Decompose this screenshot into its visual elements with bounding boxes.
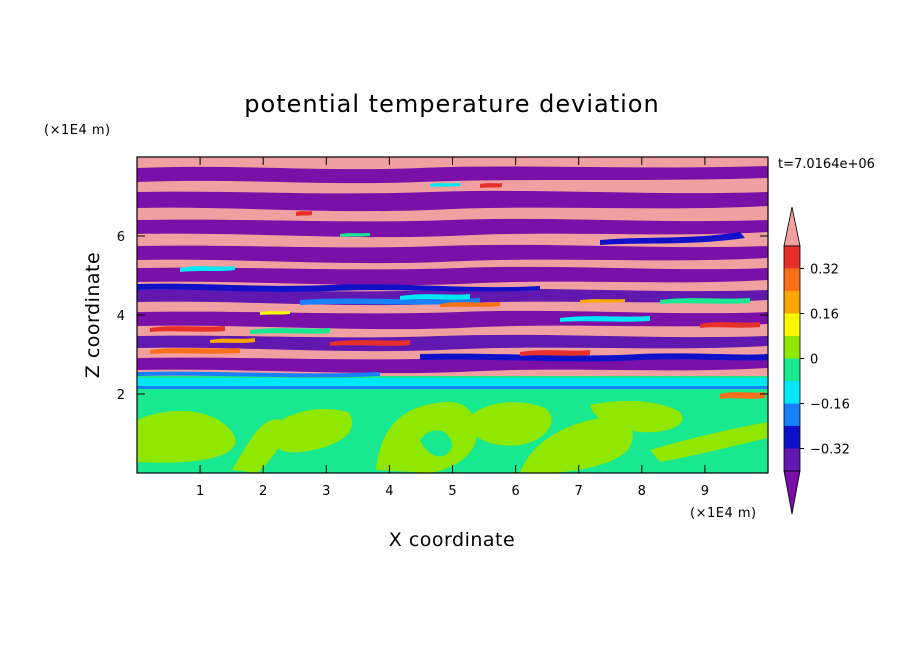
field-lower-blob <box>420 430 452 457</box>
y-axis: 2 4 6 <box>117 230 768 403</box>
field-fleck <box>180 266 235 272</box>
colorbar-bin <box>784 336 800 359</box>
y-axis-unit: (×1E4 m) <box>44 123 111 138</box>
contour-field <box>137 157 768 473</box>
x-tick-label: 8 <box>638 484 646 499</box>
field-fleck <box>210 338 255 343</box>
colorbar-bin <box>784 381 800 404</box>
x-tick-label: 1 <box>196 484 204 499</box>
field-fleck <box>720 392 765 399</box>
field-fleck <box>520 350 590 356</box>
colorbar-bin <box>784 426 800 449</box>
field-fleck <box>480 183 502 188</box>
field-fleck <box>400 294 470 300</box>
x-tick-label: 4 <box>385 484 393 499</box>
x-tick-label: 3 <box>322 484 330 499</box>
field-fleck <box>660 298 750 304</box>
colorbar-label: 0 <box>810 353 818 368</box>
y-axis-title: Z coordinate <box>82 252 104 378</box>
x-tick-label: 5 <box>448 484 456 499</box>
field-fleck <box>430 183 460 187</box>
field-fleck <box>296 211 312 216</box>
field-fleck <box>560 316 650 322</box>
field-fleck <box>330 340 410 346</box>
field-layer-purple <box>137 166 768 184</box>
y-tick-label: 2 <box>117 388 125 403</box>
x-axis-title: X coordinate <box>389 529 515 551</box>
field-streak-blue <box>300 298 480 305</box>
colorbar-bin <box>784 358 800 381</box>
field-lower-blob <box>268 409 353 453</box>
field-fleck <box>250 328 330 334</box>
colorbar-label: 0.32 <box>810 263 839 278</box>
field-lower-blob <box>465 402 552 446</box>
chart-title: potential temperature deviation <box>244 90 659 118</box>
field-fleck <box>150 326 225 332</box>
colorbar-extend-low <box>783 470 801 515</box>
colorbar-bin <box>784 403 800 426</box>
colorbar-label: 0.16 <box>810 308 839 323</box>
colorbar-bin <box>784 448 800 471</box>
field-layer-purple <box>137 310 768 330</box>
field-streak-blue <box>420 353 768 362</box>
x-tick-label: 6 <box>511 484 519 499</box>
colorbar-extend-high <box>783 206 801 247</box>
field-streak-blue <box>137 371 380 378</box>
colorbar-label: −0.32 <box>810 443 850 458</box>
field-lower-blob <box>650 422 768 462</box>
field-layer-purple <box>137 244 768 264</box>
colorbar: 0.32 0.16 0 −0.16 −0.32 <box>783 206 850 515</box>
colorbar-bin <box>784 246 800 269</box>
x-tick-label: 9 <box>701 484 709 499</box>
field-band <box>137 378 768 386</box>
field-fleck <box>340 233 370 237</box>
field-fleck <box>440 302 500 307</box>
field-fleck <box>150 348 240 354</box>
colorbar-bin <box>784 268 800 291</box>
field-fleck <box>580 299 625 303</box>
y-tick-label: 6 <box>117 230 125 245</box>
colorbar-bin <box>784 313 800 336</box>
field-lower-blob <box>520 417 633 473</box>
field-fleck <box>260 311 290 315</box>
field-layer-purple <box>137 334 768 352</box>
colorbar-bin <box>784 291 800 314</box>
x-tick-label: 2 <box>259 484 267 499</box>
field-layer-purple <box>137 190 768 212</box>
field-layer-purple <box>137 218 768 238</box>
x-axis-unit: (×1E4 m) <box>690 506 757 521</box>
field-lower-blob <box>590 400 683 433</box>
colorbar-label: −0.16 <box>810 398 850 413</box>
y-tick-label: 4 <box>117 309 125 324</box>
x-tick-label: 7 <box>575 484 583 499</box>
field-lower-blob <box>160 435 208 462</box>
field-streak-blue <box>600 232 745 245</box>
field-fleck <box>700 322 760 328</box>
field-streak-blue <box>137 283 540 292</box>
x-axis: 1 2 3 4 5 6 7 8 9 <box>196 157 709 499</box>
time-stamp: t=7.0164e+06 <box>778 157 875 172</box>
field-layer-purple <box>137 266 768 286</box>
field-band <box>137 386 768 389</box>
